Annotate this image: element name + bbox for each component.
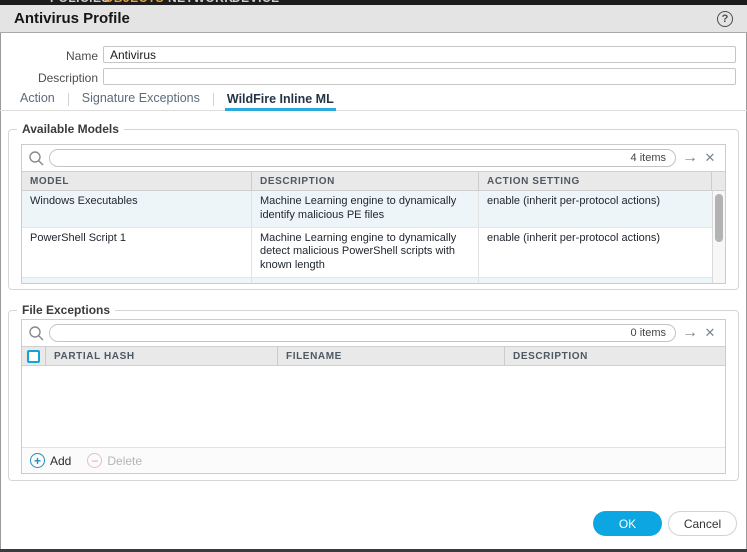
exceptions-filter-input[interactable] xyxy=(50,326,631,340)
search-icon xyxy=(29,325,44,340)
file-exceptions-table: 0 items → ✕ PARTIAL HASH FILENAME DESCRI… xyxy=(21,319,726,474)
exceptions-table-footer: + Add − Delete xyxy=(22,447,725,473)
file-exceptions-section: File Exceptions 0 items → ✕ PARTIAL HASH xyxy=(8,303,739,481)
available-models-table: 4 items → ✕ MODEL DESCRIPTION ACTION SET… xyxy=(21,144,726,284)
column-header-description: DESCRIPTION xyxy=(252,172,479,190)
column-header-model: MODEL xyxy=(22,172,252,190)
vertical-scrollbar-track[interactable] xyxy=(712,191,725,283)
table-row[interactable]: Windows Executables Machine Learning eng… xyxy=(22,191,712,228)
exceptions-items-count: 0 items xyxy=(630,327,666,339)
delete-button[interactable]: − Delete xyxy=(87,453,142,468)
apply-filter-arrow-icon[interactable]: → xyxy=(682,324,698,341)
help-icon[interactable]: ? xyxy=(717,11,733,27)
delete-minus-icon: − xyxy=(87,453,103,468)
name-label: Name xyxy=(65,49,98,63)
add-plus-icon: + xyxy=(30,453,45,468)
tab-signature-exceptions[interactable]: Signature Exceptions xyxy=(81,91,200,105)
available-models-section: Available Models 4 items → ✕ MODEL DESCR… xyxy=(8,122,739,290)
nav-item-device[interactable]: DEVICE xyxy=(232,0,280,5)
background-nav-strip: POLICIES OBJECTS NETWORK DEVICE xyxy=(0,0,747,5)
description-field[interactable] xyxy=(103,68,736,85)
column-header-description: DESCRIPTION xyxy=(513,350,588,362)
tab-action[interactable]: Action xyxy=(20,91,55,105)
models-table-header: MODEL DESCRIPTION ACTION SETTING xyxy=(22,171,725,191)
name-field[interactable] xyxy=(103,46,736,63)
dialog-title: Antivirus Profile xyxy=(14,10,130,27)
nav-item-objects[interactable]: OBJECTS xyxy=(104,0,164,5)
column-header-filename: FILENAME xyxy=(278,347,505,365)
models-filter-bar: 4 items → ✕ xyxy=(22,145,725,171)
cancel-button[interactable]: Cancel xyxy=(668,511,737,536)
background-page-edge xyxy=(0,549,747,552)
file-exceptions-legend: File Exceptions xyxy=(17,303,116,317)
exceptions-table-body xyxy=(22,366,725,447)
select-all-checkbox[interactable] xyxy=(27,349,40,363)
apply-filter-arrow-icon[interactable]: → xyxy=(682,149,698,166)
models-items-count: 4 items xyxy=(630,152,666,164)
scrollbar-header-stub xyxy=(712,172,725,190)
search-icon xyxy=(29,150,44,165)
available-models-legend: Available Models xyxy=(17,122,124,136)
column-header-partial-hash: PARTIAL HASH xyxy=(46,347,278,365)
table-row[interactable]: PowerShell Script 1 Machine Learning eng… xyxy=(22,227,712,278)
exceptions-table-header: PARTIAL HASH FILENAME DESCRIPTION xyxy=(22,346,725,366)
ok-button[interactable]: OK xyxy=(593,511,662,536)
nav-item-network[interactable]: NETWORK xyxy=(168,0,234,5)
models-table-body: Windows Executables Machine Learning eng… xyxy=(22,191,725,283)
dialog-tabs: Action Signature Exceptions WildFire Inl… xyxy=(0,89,747,111)
description-label: Description xyxy=(37,71,98,85)
table-row[interactable]: PowerShell Script 2 Machine Learning eng… xyxy=(22,277,712,283)
models-filter-pill: 4 items xyxy=(49,149,676,167)
tab-wildfire-inline-ml[interactable]: WildFire Inline ML xyxy=(224,92,336,111)
clear-filter-x-icon[interactable]: ✕ xyxy=(704,150,716,165)
exceptions-filter-pill: 0 items xyxy=(49,324,676,342)
models-filter-input[interactable] xyxy=(50,151,631,165)
exceptions-filter-bar: 0 items → ✕ xyxy=(22,320,725,346)
tab-separator xyxy=(212,93,214,106)
vertical-scrollbar-thumb[interactable] xyxy=(715,194,723,242)
clear-filter-x-icon[interactable]: ✕ xyxy=(704,325,716,340)
add-button[interactable]: + Add xyxy=(30,453,71,468)
select-all-cell xyxy=(22,347,46,365)
nav-item-policies[interactable]: POLICIES xyxy=(50,0,110,5)
dialog-titlebar: Antivirus Profile ? xyxy=(0,5,747,33)
tab-separator xyxy=(67,93,69,106)
column-header-action-setting: ACTION SETTING xyxy=(479,172,712,190)
